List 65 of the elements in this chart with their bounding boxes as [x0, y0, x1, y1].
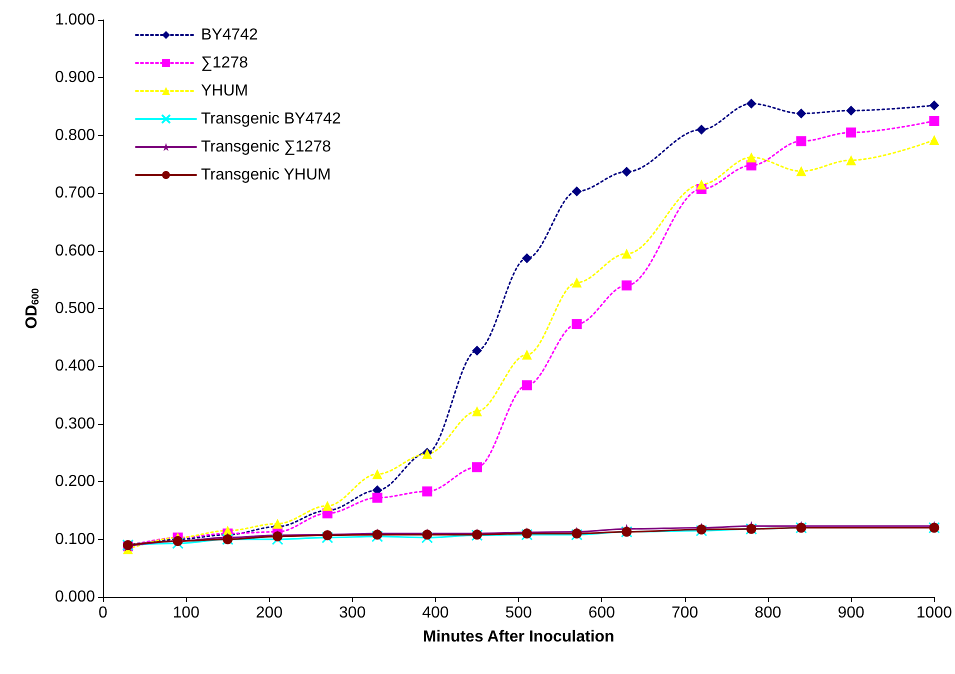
point: [846, 106, 856, 116]
point: [372, 530, 384, 542]
y-tick-label: 0.700: [54, 184, 96, 202]
x-tick-label: 100: [172, 604, 200, 622]
point: [796, 108, 806, 118]
legend-label: Transgenic ∑1278: [201, 138, 332, 156]
point: [472, 462, 482, 472]
point: [372, 492, 382, 503]
y-tick-label: 0.100: [54, 530, 96, 548]
x-tick-label: 500: [505, 604, 532, 622]
x-tick-label: 200: [256, 604, 283, 622]
y-tick-label: 0.500: [54, 300, 96, 317]
x-tick-label: 900: [838, 604, 865, 622]
point: [929, 116, 940, 126]
point: [622, 248, 632, 259]
point: [572, 278, 582, 288]
y-tick-label: 0.900: [54, 69, 96, 86]
y-axis-title: OD600: [24, 288, 42, 329]
point: [522, 350, 532, 360]
point: [622, 166, 632, 177]
point: [422, 486, 432, 496]
x-tick-label: 400: [422, 604, 449, 622]
point: [372, 469, 382, 480]
point: [522, 380, 532, 390]
legend-label: ∑1278: [201, 54, 248, 72]
point: [572, 319, 582, 330]
point: [572, 186, 582, 196]
x-tick-label: 700: [671, 604, 698, 622]
x-axis-title: Minutes After Inoculation: [422, 628, 614, 646]
point: [746, 98, 756, 109]
y-tick-label: 0.000: [54, 588, 96, 606]
x-tick-label: 1000: [916, 604, 952, 622]
point: [472, 406, 482, 416]
y-tick-label: 1.000: [54, 12, 96, 28]
point: [622, 280, 632, 290]
point: [322, 532, 334, 544]
y-tick-label: 0.600: [54, 242, 96, 260]
point: [172, 538, 184, 550]
y-tick-label: 0.800: [54, 126, 96, 144]
point: [846, 128, 856, 138]
point: [522, 253, 532, 264]
point: [796, 136, 806, 146]
point: [421, 532, 433, 544]
x-tick-label: 800: [754, 604, 782, 622]
point: [272, 534, 284, 546]
legend-label: Transgenic BY4742: [201, 110, 342, 128]
y-tick-label: 0.400: [54, 358, 96, 375]
point: [472, 346, 482, 356]
point: [846, 155, 856, 166]
x-tick-label: 300: [339, 604, 366, 622]
y-tick-label: 0.200: [54, 473, 96, 490]
point: [796, 166, 806, 176]
point: [929, 135, 940, 146]
point: [929, 100, 940, 110]
point: [746, 152, 756, 162]
legend-label: Transgenic YHUM: [201, 166, 331, 184]
point: [696, 124, 706, 135]
point: [322, 500, 332, 511]
legend-label: YHUM: [201, 82, 248, 100]
point: [696, 179, 706, 190]
x-tick-label: 600: [588, 604, 616, 622]
y-tick-label: 0.300: [54, 415, 96, 432]
legend-label: BY4742: [201, 26, 258, 44]
point: [272, 518, 283, 529]
x-tick-label: 0: [98, 604, 108, 622]
